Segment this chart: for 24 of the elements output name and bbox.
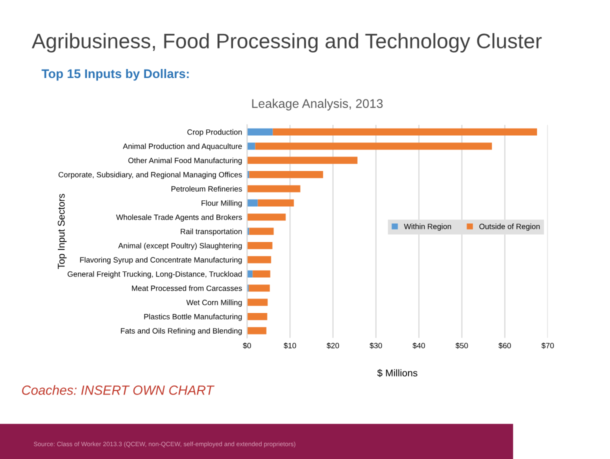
bar bbox=[247, 199, 258, 206]
bar bbox=[247, 128, 273, 136]
bar bbox=[247, 214, 286, 221]
chart-title: Agribusiness, Food Processing and Technology Cluster bbox=[32, 33, 542, 53]
bar bbox=[272, 128, 538, 136]
bar bbox=[255, 142, 492, 150]
bar bbox=[248, 284, 270, 292]
bar bbox=[247, 185, 300, 192]
bar bbox=[247, 156, 358, 164]
text: Top 15 Inputs by Dollars: bbox=[42, 68, 189, 81]
text: Coaches: INSERT OWN CHART bbox=[22, 385, 214, 395]
text: Leakage Analysis, 2013 bbox=[252, 98, 383, 110]
bar bbox=[249, 228, 274, 235]
bar bbox=[249, 170, 324, 178]
bar bbox=[247, 312, 268, 320]
x-axis-title: $ Millions bbox=[377, 369, 418, 377]
y-axis-title: Top Input Sectors bbox=[58, 194, 67, 269]
bar bbox=[247, 256, 272, 264]
bar bbox=[258, 199, 294, 206]
bar bbox=[247, 298, 268, 306]
bar bbox=[247, 327, 266, 334]
bar bbox=[247, 242, 272, 250]
bar bbox=[247, 142, 256, 150]
bar bbox=[252, 270, 270, 278]
